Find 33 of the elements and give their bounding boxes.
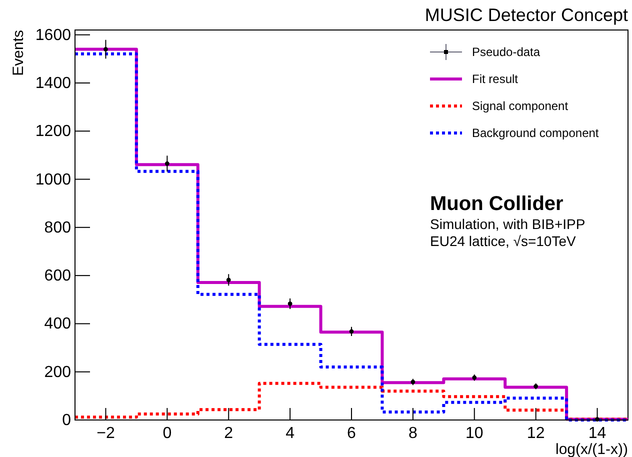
- y-tick-label: 200: [44, 364, 72, 381]
- x-tick-label: 0: [162, 425, 172, 442]
- x-tick-label: 8: [408, 425, 418, 442]
- x-tick-label: 6: [347, 425, 356, 442]
- point: [164, 161, 170, 166]
- legend-label: Pseudo-data: [472, 45, 540, 59]
- x-tick-label: 2: [224, 425, 234, 442]
- x-tick-label: 12: [526, 425, 545, 442]
- y-tick-label: 1000: [35, 171, 72, 188]
- legend-label: Background component: [472, 126, 600, 140]
- point: [288, 302, 292, 306]
- y-tick-label: 800: [44, 219, 72, 236]
- x-tick-label: 14: [588, 425, 606, 442]
- y-tick-label: 1600: [35, 26, 72, 44]
- point: [104, 47, 108, 52]
- y-axis-title: Events: [10, 30, 27, 76]
- annotation: EU24 lattice, √s=10TeV: [430, 233, 576, 249]
- x-tick-label: 10: [465, 425, 484, 442]
- legend-label: Signal component: [472, 99, 569, 113]
- x-axis-title: log(x/(1-x)): [555, 441, 628, 457]
- legend-label: Fit result: [472, 72, 519, 86]
- y-tick-label: 400: [44, 316, 72, 333]
- y-tick-label: 600: [44, 268, 72, 285]
- y-tick-label: 1200: [35, 123, 72, 140]
- y-tick-label: 0: [62, 412, 72, 429]
- annotation: Simulation, with BIB+IPP: [430, 216, 586, 232]
- x-tick-label: −2: [96, 425, 115, 442]
- y-tick-label: 1400: [35, 74, 72, 92]
- x-tick-label: 4: [286, 425, 295, 442]
- annotation: Muon Collider: [430, 193, 564, 215]
- chart-title: MUSIC Detector Concept: [424, 5, 628, 25]
- point: [349, 329, 354, 334]
- point: [226, 278, 231, 282]
